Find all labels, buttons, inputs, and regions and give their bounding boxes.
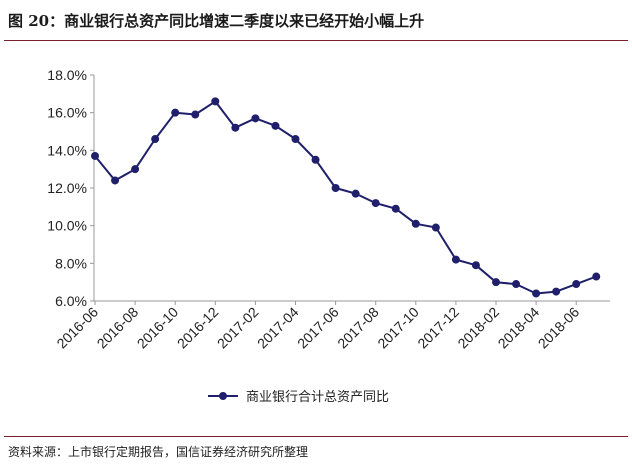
x-tick-label: 2017-12 <box>414 304 462 352</box>
series-line <box>94 100 597 295</box>
x-tick-label: 2018-02 <box>454 304 502 352</box>
data-point <box>411 219 420 228</box>
x-tick-label: 2018-04 <box>495 304 543 352</box>
source-note: 资料来源：上市银行定期报告，国信证券经济研究所整理 <box>8 445 309 459</box>
x-tick-label: 2017-04 <box>254 304 302 352</box>
data-point <box>131 165 140 174</box>
x-tick-label: 2017-10 <box>374 304 422 352</box>
x-tick-label: 2017-02 <box>214 304 262 352</box>
data-point <box>191 110 200 119</box>
data-point <box>552 287 561 296</box>
data-point <box>271 121 280 130</box>
data-point <box>371 199 380 208</box>
x-tick-label: 2017-06 <box>294 304 342 352</box>
x-tick-label: 2017-08 <box>334 304 382 352</box>
data-point <box>291 135 300 144</box>
data-point <box>451 255 460 264</box>
y-tick-label: 14.0% <box>47 142 87 158</box>
data-point <box>391 204 400 213</box>
data-point <box>492 278 500 287</box>
legend: 商业银行合计总资产同比 <box>208 390 389 405</box>
data-point <box>532 289 541 298</box>
data-point <box>311 155 320 164</box>
y-tick-label: 6.0% <box>55 293 87 309</box>
data-point <box>351 189 360 198</box>
x-tick-label: 2016-08 <box>94 304 142 352</box>
data-point <box>151 135 160 144</box>
data-point <box>211 97 220 106</box>
series-line-group <box>91 97 601 298</box>
data-point <box>91 151 99 160</box>
y-tick-label: 8.0% <box>55 255 87 271</box>
data-point <box>431 223 440 232</box>
data-point <box>231 123 240 132</box>
data-point <box>572 280 581 289</box>
x-tick-label: 2016-12 <box>174 304 222 352</box>
data-point <box>171 108 180 117</box>
y-tick-label: 18.0% <box>47 67 87 83</box>
x-tick-label: 2016-06 <box>53 304 101 352</box>
x-tick-label: 2018-06 <box>535 304 583 352</box>
data-point <box>471 261 480 270</box>
x-tick-label: 2016-10 <box>134 304 182 352</box>
figure-title: 图 20：商业银行总资产同比增速二季度以来已经开始小幅上升 <box>8 12 425 30</box>
y-tick-label: 12.0% <box>47 180 87 196</box>
legend-label: 商业银行合计总资产同比 <box>246 390 389 405</box>
data-point <box>111 176 120 185</box>
legend-marker <box>219 392 227 400</box>
title-rule <box>4 40 628 41</box>
data-point <box>512 280 521 289</box>
data-point <box>251 114 260 123</box>
source-rule <box>4 436 628 437</box>
y-tick-label: 10.0% <box>47 218 87 234</box>
data-point <box>331 184 340 192</box>
x-tick-labels: 2016-062016-082016-102016-122017-022017-… <box>53 301 582 351</box>
y-tick-labels: 18.0% 16.0% 14.0% 12.0% 10.0% 8.0% 6.0% <box>47 67 94 309</box>
y-tick-label: 16.0% <box>47 105 87 121</box>
data-point <box>592 272 601 281</box>
chart-axes <box>93 75 610 302</box>
